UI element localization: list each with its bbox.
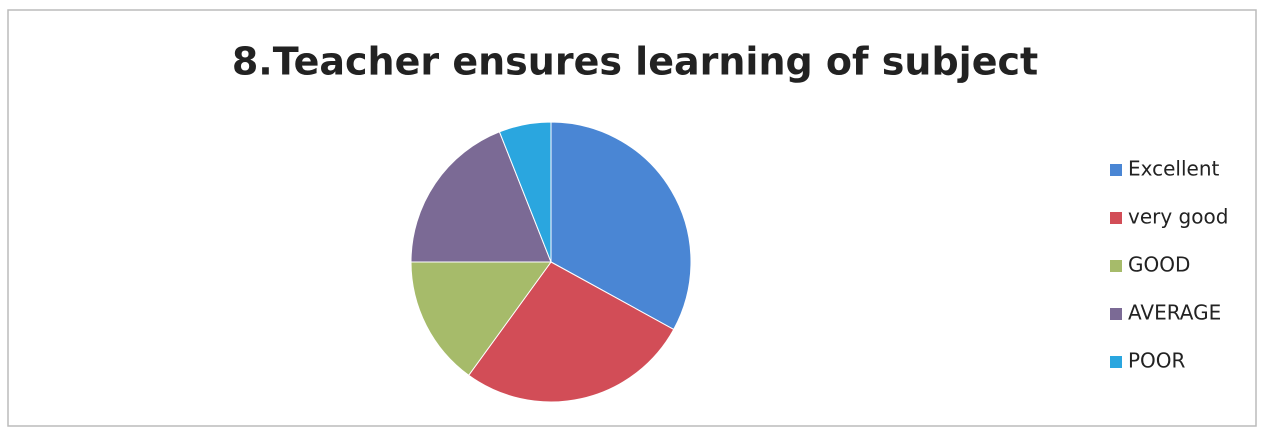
pie-slice xyxy=(468,261,675,403)
legend-label: AVERAGE xyxy=(1128,301,1221,325)
pie-slice xyxy=(498,121,552,263)
pie-slice xyxy=(550,121,692,331)
legend-label: very good xyxy=(1128,205,1228,229)
legend-swatch xyxy=(1110,308,1122,320)
legend-swatch xyxy=(1110,260,1122,272)
pie-slice xyxy=(410,261,552,376)
chart-title: 8.Teacher ensures learning of subject xyxy=(232,40,1038,84)
legend-swatch xyxy=(1110,356,1122,368)
pie xyxy=(410,121,692,403)
legend-label: Excellent xyxy=(1128,157,1220,181)
legend-swatch xyxy=(1110,164,1122,176)
legend-swatch xyxy=(1110,212,1122,224)
legend-label: GOOD xyxy=(1128,253,1190,277)
legend-label: POOR xyxy=(1128,349,1186,373)
legend: Excellent very good GOOD AVERAGE POOR xyxy=(1110,157,1228,373)
pie-slice xyxy=(410,131,552,263)
